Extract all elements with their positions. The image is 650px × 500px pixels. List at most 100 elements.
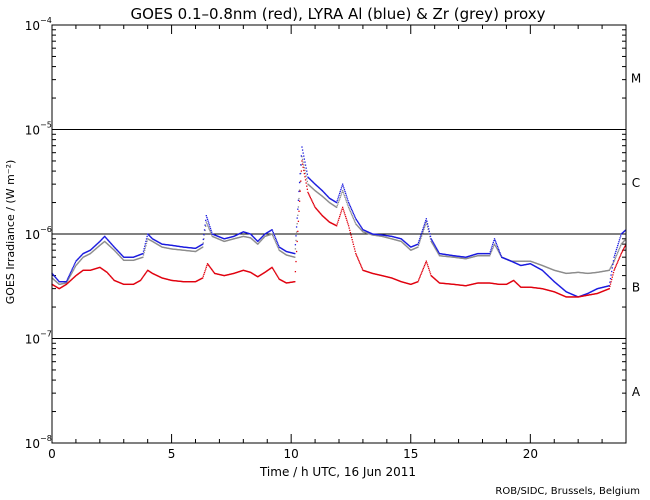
data-point <box>611 270 613 273</box>
data-point <box>498 248 500 251</box>
data-point <box>276 274 278 276</box>
data-point <box>298 189 301 191</box>
data-point <box>144 273 146 275</box>
data-point <box>437 252 439 254</box>
data-point <box>208 264 210 266</box>
data-point <box>425 223 427 225</box>
data-point <box>294 270 297 273</box>
data-point <box>341 191 343 194</box>
data-point <box>423 223 426 225</box>
y-tick-label: 10 <box>25 437 40 451</box>
data-point <box>340 187 343 189</box>
data-point <box>432 243 434 246</box>
data-point <box>359 228 362 230</box>
data-point <box>67 277 69 279</box>
data-point <box>359 224 361 226</box>
data-point <box>294 248 297 250</box>
data-point <box>207 263 209 266</box>
data-point <box>108 241 111 243</box>
data-point <box>420 235 423 238</box>
data-point <box>426 262 428 264</box>
data-point <box>341 208 343 210</box>
data-point <box>495 242 497 245</box>
data-point <box>495 245 497 248</box>
data-point <box>110 243 112 245</box>
data-point <box>71 268 74 270</box>
data-point <box>54 276 57 279</box>
data-point <box>356 225 359 227</box>
data-point <box>275 239 277 241</box>
data-point <box>615 248 618 251</box>
data-point <box>336 225 338 227</box>
data-point <box>301 158 304 161</box>
data-point <box>417 241 420 244</box>
data-point <box>74 263 76 265</box>
data-point <box>423 225 425 227</box>
data-point <box>297 214 299 216</box>
data-point <box>619 237 621 239</box>
y-tick-label: 10 <box>25 333 40 347</box>
data-point <box>422 269 424 271</box>
data-point <box>617 243 619 245</box>
data-point <box>419 241 421 243</box>
data-point <box>354 250 356 252</box>
data-point <box>422 230 425 232</box>
data-point <box>206 216 208 219</box>
data-point <box>206 218 209 220</box>
data-point <box>203 273 205 276</box>
data-point <box>337 196 340 198</box>
data-point <box>353 214 355 216</box>
data-point <box>621 242 624 244</box>
data-point <box>345 194 347 196</box>
data-point <box>312 201 314 204</box>
data-point <box>278 277 280 279</box>
data-point <box>319 212 322 215</box>
data-point <box>144 249 146 251</box>
data-point <box>429 235 432 237</box>
data-point <box>313 204 315 206</box>
data-point <box>304 164 307 166</box>
data-point <box>349 232 352 234</box>
data-point <box>278 248 280 250</box>
data-point <box>614 266 616 269</box>
data-point <box>615 254 618 257</box>
data-point <box>353 215 356 217</box>
data-point <box>349 205 352 208</box>
data-point <box>349 229 351 232</box>
data-point <box>206 222 208 225</box>
data-point <box>202 243 204 245</box>
data-point <box>360 265 362 267</box>
data-point <box>617 250 619 252</box>
data-point <box>202 242 204 244</box>
data-point <box>273 269 275 271</box>
data-point <box>350 213 353 215</box>
data-point <box>361 229 363 232</box>
data-point <box>145 240 147 243</box>
data-point <box>209 267 212 269</box>
data-point <box>68 274 71 276</box>
data-point <box>427 265 429 268</box>
data-point <box>301 160 303 162</box>
data-point <box>273 270 276 272</box>
data-point <box>297 230 299 233</box>
data-point <box>112 278 114 280</box>
data-point <box>620 243 622 245</box>
data-point <box>347 223 349 225</box>
data-point <box>617 261 619 263</box>
data-point <box>275 272 277 274</box>
data-point <box>305 167 307 169</box>
data-point <box>141 277 143 279</box>
data-point <box>338 200 340 202</box>
data-point <box>340 195 342 197</box>
data-point <box>426 223 428 226</box>
data-point <box>295 226 298 228</box>
data-point <box>355 252 357 255</box>
data-point <box>609 268 611 270</box>
data-point <box>105 237 108 240</box>
data-point <box>492 243 494 246</box>
data-point <box>213 271 215 274</box>
data-point <box>611 267 613 269</box>
x-axis-label: Time / h UTC, 16 Jun 2011 <box>259 465 416 479</box>
data-point <box>337 221 339 223</box>
data-point <box>68 276 71 279</box>
